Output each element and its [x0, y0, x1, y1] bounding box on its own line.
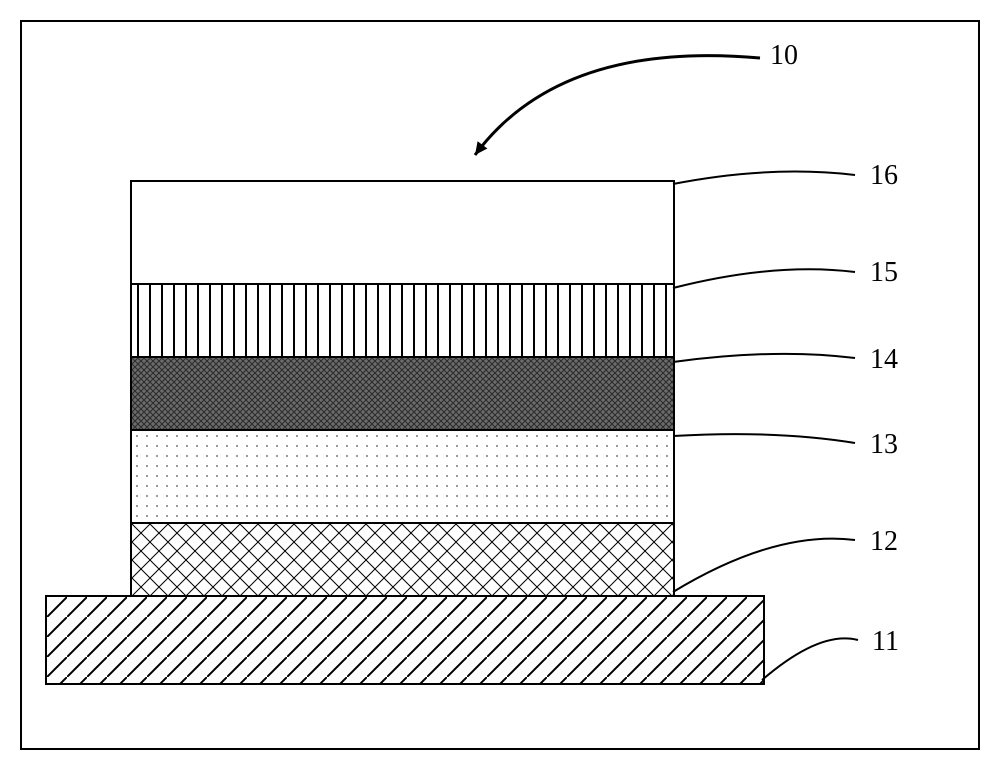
label-10: 10	[770, 40, 798, 72]
layer-12	[130, 522, 675, 597]
diagram-canvas: 10 16 15 14 13 12 11	[0, 0, 1000, 770]
label-12: 12	[870, 526, 898, 558]
layer-13	[130, 429, 675, 524]
label-15: 15	[870, 257, 898, 289]
label-13: 13	[870, 429, 898, 461]
label-11: 11	[872, 626, 899, 658]
label-16: 16	[870, 160, 898, 192]
layer-14	[130, 356, 675, 431]
layer-16	[130, 180, 675, 285]
layer-11	[45, 595, 765, 685]
label-14: 14	[870, 344, 898, 376]
layer-15	[130, 283, 675, 358]
